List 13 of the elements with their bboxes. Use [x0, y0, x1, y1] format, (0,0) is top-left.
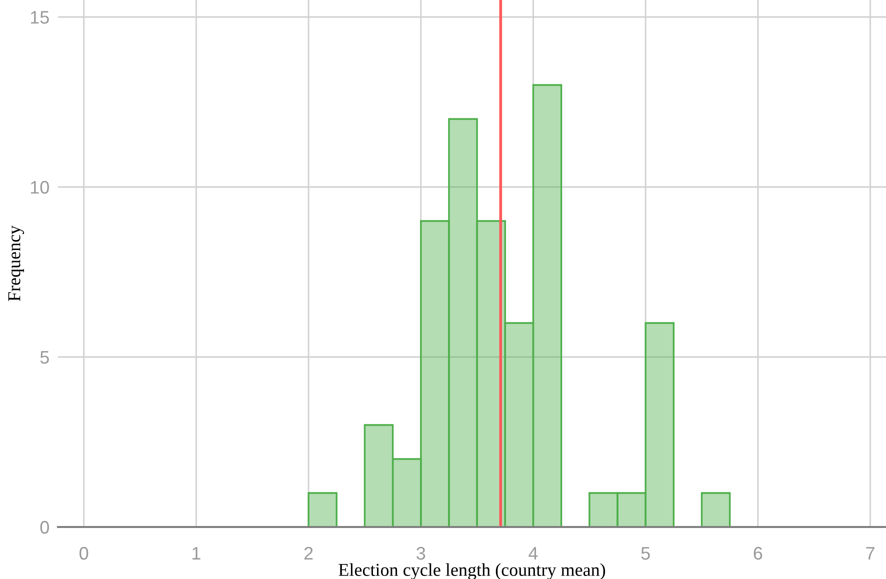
- x-tick-label: 0: [80, 546, 88, 560]
- y-tick-label: 10: [30, 180, 49, 194]
- x-tick-label: 5: [641, 547, 650, 560]
- x-tick-label: 3: [416, 546, 426, 560]
- x-tick-label: 7: [866, 547, 874, 560]
- x-tick-label: 1: [192, 547, 200, 560]
- y-tick-label: 0: [40, 520, 49, 534]
- y-tick-label: 5: [40, 351, 49, 364]
- x-tick-label: 2: [304, 546, 313, 560]
- x-tick-label: 6: [754, 546, 762, 560]
- y-axis-title: Frequency: [8, 225, 24, 302]
- y-tick-label: 15: [30, 11, 49, 24]
- x-tick-label: 4: [528, 547, 538, 560]
